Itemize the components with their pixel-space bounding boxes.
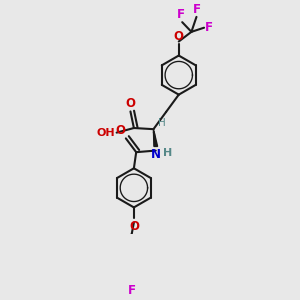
Text: F: F <box>128 284 136 297</box>
Text: O: O <box>129 220 139 232</box>
Text: H: H <box>158 118 165 128</box>
Text: OH: OH <box>97 128 116 138</box>
Text: O: O <box>125 97 135 110</box>
Text: O: O <box>174 30 184 43</box>
Text: N: N <box>151 148 161 161</box>
Text: F: F <box>177 8 185 22</box>
Text: O: O <box>115 124 125 137</box>
Polygon shape <box>154 129 158 146</box>
Text: F: F <box>193 3 200 16</box>
Text: H: H <box>163 148 172 158</box>
Text: F: F <box>205 21 213 34</box>
